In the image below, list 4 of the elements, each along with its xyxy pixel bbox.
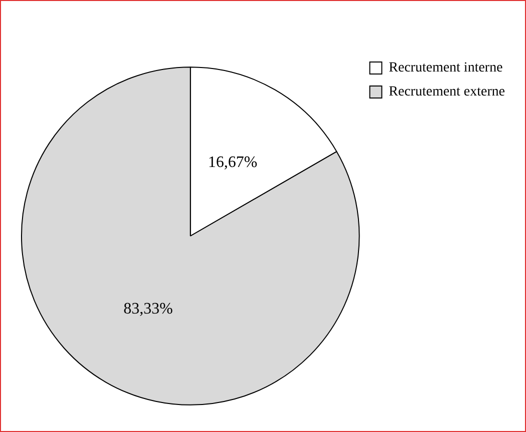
data-label: 83,33% — [123, 300, 173, 318]
legend-label: Recrutement externe — [388, 84, 505, 100]
legend-label: Recrutement interne — [388, 60, 503, 76]
data-label: 16,67% — [208, 154, 258, 172]
